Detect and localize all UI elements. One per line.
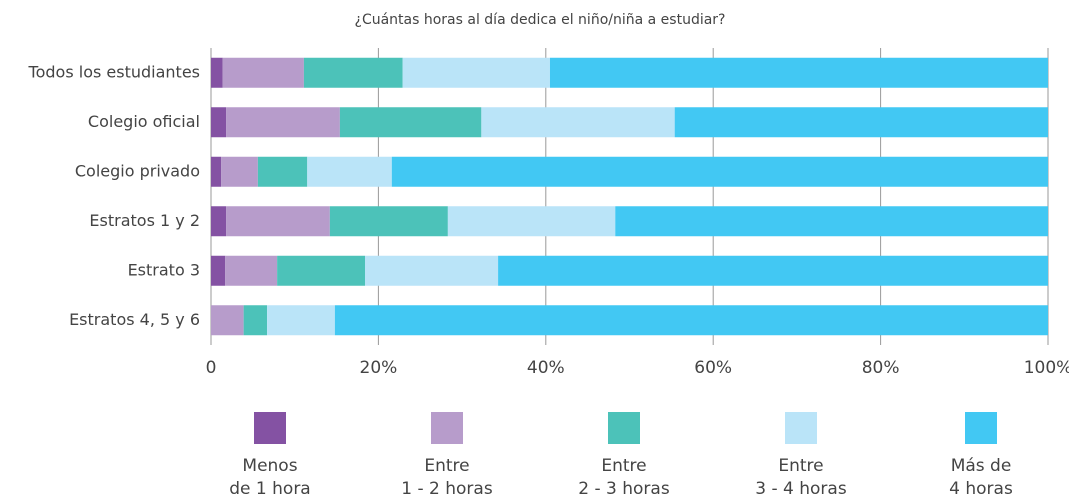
bar-segment <box>257 156 308 187</box>
bar-segment <box>339 107 482 138</box>
bar-segment <box>221 156 258 187</box>
bar-segment <box>329 206 448 237</box>
bar-segment <box>267 305 335 336</box>
x-tick-label: 60% <box>694 358 732 378</box>
bar-segment <box>674 107 1048 138</box>
bar-segment <box>211 255 226 286</box>
bar-segment <box>211 156 222 187</box>
bar-segment <box>498 255 1048 286</box>
legend-label: Menos de 1 hora <box>229 456 311 499</box>
chart-title: ¿Cuántas horas al día dedica el niño/niñ… <box>355 12 726 28</box>
x-tick-label: 80% <box>862 358 900 378</box>
x-tick-label: 20% <box>360 358 398 378</box>
bar-segment <box>549 57 1048 88</box>
bar-segment <box>447 206 616 237</box>
y-tick-label: Estratos 1 y 2 <box>89 211 200 230</box>
bar-segment <box>402 57 550 88</box>
y-tick-label: Colegio privado <box>75 161 200 180</box>
bar-segment <box>391 156 1048 187</box>
bar-segment <box>222 57 304 88</box>
bar-segment <box>226 107 340 138</box>
legend-label: Entre 1 - 2 horas <box>401 456 493 499</box>
bar-segment <box>277 255 366 286</box>
bar-segment <box>225 255 278 286</box>
bar-segment <box>334 305 1049 336</box>
legend-swatch <box>431 412 463 444</box>
bar-segment <box>211 305 244 336</box>
y-tick-label: Colegio oficial <box>88 112 200 131</box>
x-tick-label: 100% <box>1024 358 1069 378</box>
x-tick-label: 0 <box>206 358 217 378</box>
legend-swatch <box>608 412 640 444</box>
bar-segment <box>226 206 330 237</box>
bar-segment <box>211 107 227 138</box>
x-tick-label: 40% <box>527 358 565 378</box>
y-tick-label: Todos los estudiantes <box>28 62 200 81</box>
bar-segment <box>211 57 223 88</box>
bar-segment <box>243 305 268 336</box>
legend-label: Más de 4 horas <box>949 456 1013 499</box>
legend-swatch <box>965 412 997 444</box>
bar-segment <box>307 156 392 187</box>
bar-segment <box>615 206 1048 237</box>
legend-label: Entre 2 - 3 horas <box>578 456 670 499</box>
bar-segment <box>303 57 403 88</box>
y-tick-label: Estrato 3 <box>128 260 200 279</box>
legend-swatch <box>785 412 817 444</box>
legend-swatch <box>254 412 286 444</box>
y-tick-label: Estratos 4, 5 y 6 <box>69 310 200 329</box>
legend-label: Entre 3 - 4 horas <box>755 456 847 499</box>
bar-segment <box>365 255 499 286</box>
bar-segment <box>481 107 675 138</box>
bar-segment <box>211 206 227 237</box>
